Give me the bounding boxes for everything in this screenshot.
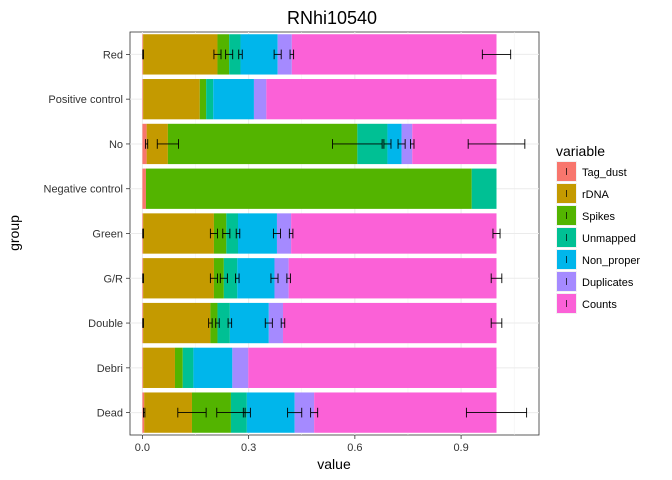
bar-segment-duplicates	[401, 123, 413, 165]
bars	[142, 34, 497, 433]
bar-segment-spikes	[210, 302, 218, 344]
y-tick-label: Double	[88, 318, 123, 330]
chart-title: RNhi10540	[287, 8, 377, 28]
bar-segment-counts	[288, 258, 497, 299]
bar-segment-unmapped	[182, 347, 194, 388]
bar-segment-rdna	[143, 302, 211, 344]
y-tick-label: Green	[92, 229, 123, 241]
legend-label-counts: Counts	[582, 299, 617, 311]
legend-label-tag-dust: Tag_dust	[582, 167, 627, 179]
bar-segment-non-proper	[238, 213, 277, 254]
bar-segment-counts	[282, 302, 497, 344]
bar-segment-counts	[291, 213, 497, 254]
bar-segment-spikes	[174, 347, 183, 388]
bar-segment-non-proper	[193, 347, 233, 388]
x-axis-title: value	[317, 456, 351, 472]
bar-segment-duplicates	[277, 34, 292, 75]
x-tick-label: 0.0	[135, 442, 150, 454]
bar-segment-spikes	[213, 213, 227, 254]
bar-segment-rdna	[143, 347, 175, 388]
legend-label-rdna: rDNA	[582, 189, 610, 201]
bar-segment-unmapped	[206, 79, 214, 120]
x-axis-ticks: 0.0 0.3 0.6 0.9	[135, 435, 469, 454]
bar-segment-unmapped	[217, 302, 230, 344]
y-tick-label: Positive control	[48, 94, 123, 106]
bar-segment-non-proper	[213, 79, 254, 120]
legend-title: variable	[556, 143, 605, 159]
bar-segment-spikes	[217, 34, 230, 75]
legend-label-unmapped: Unmapped	[582, 233, 636, 245]
legend-label-duplicates: Duplicates	[582, 277, 634, 289]
y-tick-label: No	[109, 139, 123, 151]
legend-label-spikes: Spikes	[582, 211, 616, 223]
bar-segment-duplicates	[232, 347, 249, 388]
bar-segment-rdna	[143, 258, 214, 299]
bar-segment-non-proper	[240, 34, 278, 75]
bar-segment-duplicates	[276, 213, 292, 254]
x-tick-label: 0.3	[241, 442, 256, 454]
bar-segment-duplicates	[274, 258, 289, 299]
bar-segment-non-proper	[237, 258, 275, 299]
bar-segment-unmapped	[226, 213, 239, 254]
bar-segment-duplicates	[253, 79, 267, 120]
bar-segment-rdna	[143, 79, 200, 120]
bar-segment-tag-dust	[142, 347, 144, 388]
bar-segment-spikes	[167, 123, 358, 165]
bar-segment-unmapped	[471, 168, 497, 209]
legend: variable Tag_dust rDNA Spikes Unmapped Non_p…	[556, 143, 640, 314]
bar-segment-spikes	[145, 168, 472, 209]
y-tick-label: G/R	[103, 273, 123, 285]
bar-segment-unmapped	[223, 258, 238, 299]
bar-segment-spikes	[199, 79, 207, 120]
bar-segment-non-proper	[229, 302, 269, 344]
error-bars	[142, 49, 528, 418]
bar-segment-unmapped	[229, 34, 241, 75]
y-tick-label: Negative control	[44, 184, 124, 196]
bar-segment-tag-dust	[142, 79, 144, 120]
legend-label-non-proper: Non_proper	[582, 255, 640, 267]
y-tick-label: Red	[103, 49, 123, 61]
y-tick-label: Dead	[97, 408, 123, 420]
bar-segment-non-proper	[387, 123, 402, 165]
y-axis-ticks: Red Positive control No Negative control Gre…	[44, 49, 130, 420]
x-tick-label: 0.9	[453, 442, 468, 454]
y-axis-title: group	[6, 215, 22, 251]
bar-segment-rdna	[143, 34, 218, 75]
bar-segment-rdna	[143, 213, 214, 254]
bar-segment-counts	[248, 347, 497, 388]
bar-segment-spikes	[213, 258, 224, 299]
bar-segment-duplicates	[268, 302, 283, 344]
bar-segment-duplicates	[294, 392, 315, 433]
x-tick-label: 0.6	[347, 442, 362, 454]
bar-segment-counts	[291, 34, 497, 75]
bar-segment-non-proper	[246, 392, 295, 433]
bar-segment-counts	[266, 79, 497, 120]
y-tick-label: Debri	[97, 363, 123, 375]
bar-segment-tag-dust	[142, 123, 147, 165]
bar-segment-tag-dust	[142, 168, 146, 209]
